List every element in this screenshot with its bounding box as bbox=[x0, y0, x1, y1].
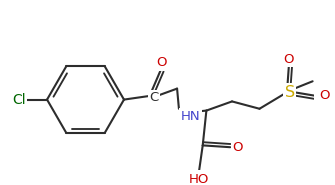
Text: C: C bbox=[149, 91, 159, 104]
Text: Cl: Cl bbox=[12, 93, 25, 107]
Text: O: O bbox=[232, 141, 243, 154]
Text: O: O bbox=[283, 53, 294, 66]
Text: O: O bbox=[319, 89, 330, 102]
Text: O: O bbox=[156, 56, 167, 69]
Text: HN: HN bbox=[181, 110, 200, 123]
Text: S: S bbox=[285, 85, 295, 100]
Text: HO: HO bbox=[189, 173, 209, 185]
